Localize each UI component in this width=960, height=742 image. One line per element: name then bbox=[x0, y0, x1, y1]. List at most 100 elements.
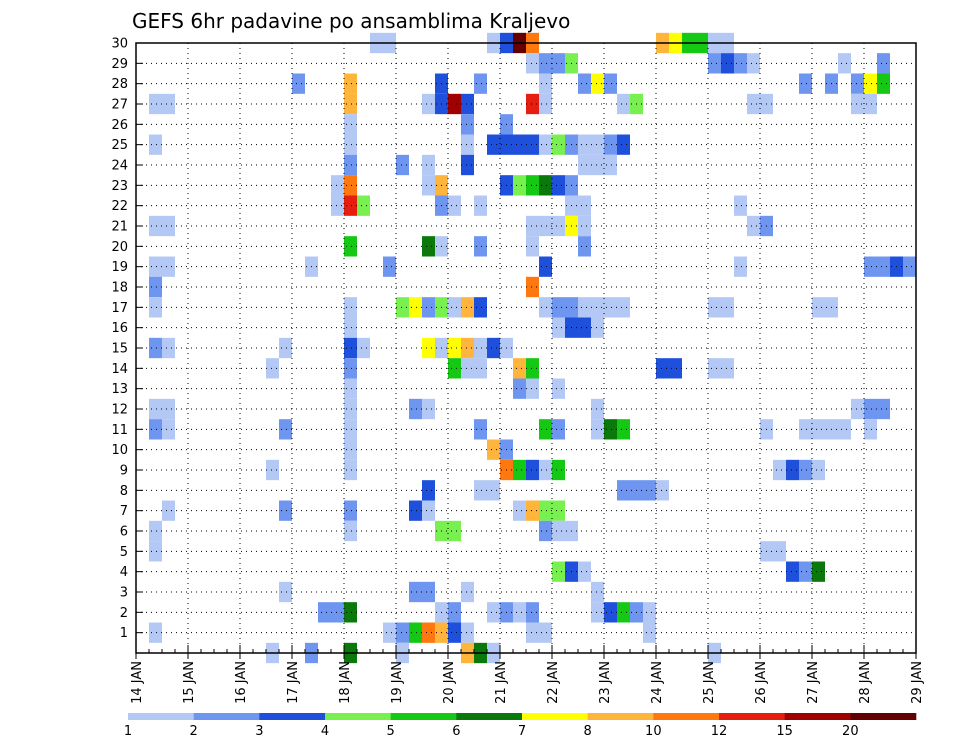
precip-cell bbox=[279, 581, 292, 603]
precip-cell bbox=[539, 459, 552, 481]
precip-cell bbox=[266, 358, 279, 379]
y-tick-label: 26 bbox=[111, 118, 128, 133]
precip-cell bbox=[344, 236, 357, 257]
precip-cell bbox=[383, 256, 396, 277]
precip-cell bbox=[344, 337, 357, 359]
precip-cell bbox=[617, 602, 630, 623]
precip-cell bbox=[344, 297, 357, 318]
precip-cell bbox=[526, 276, 539, 298]
precip-cell bbox=[448, 297, 461, 318]
precip-cell bbox=[422, 480, 435, 501]
colorbar-segment bbox=[259, 713, 326, 720]
x-tick-label: 20 JAN bbox=[442, 661, 457, 704]
y-tick-label: 8 bbox=[120, 484, 128, 499]
precip-cell bbox=[539, 520, 552, 542]
precip-cell bbox=[578, 215, 591, 237]
colorbar-label: 1 bbox=[124, 724, 132, 739]
precip-cell bbox=[799, 459, 812, 481]
y-tick-label: 17 bbox=[111, 301, 128, 316]
precip-cell bbox=[396, 154, 409, 176]
y-tick-label: 20 bbox=[111, 240, 128, 255]
precip-cell bbox=[513, 459, 526, 481]
precip-cell bbox=[552, 317, 565, 338]
colorbar-segment bbox=[522, 713, 588, 720]
precip-cell bbox=[149, 419, 162, 440]
colorbar-segment bbox=[587, 713, 654, 720]
precip-cell bbox=[552, 520, 565, 542]
precip-cell bbox=[656, 358, 669, 379]
precip-cell bbox=[552, 378, 565, 399]
precip-cell bbox=[799, 73, 812, 94]
y-tick-label: 16 bbox=[111, 321, 128, 336]
precip-cell bbox=[474, 337, 487, 359]
precip-cell bbox=[344, 73, 357, 94]
precip-cell bbox=[422, 622, 435, 643]
grid-lines bbox=[136, 42, 916, 653]
precip-cell bbox=[591, 73, 604, 94]
precip-cell bbox=[578, 236, 591, 257]
precip-cell bbox=[708, 358, 721, 379]
precip-cell bbox=[643, 480, 656, 501]
colorbar-label: 3 bbox=[255, 724, 263, 739]
precip-cell bbox=[877, 73, 890, 94]
precip-cell bbox=[344, 419, 357, 440]
precip-cell bbox=[526, 378, 539, 399]
precip-cell bbox=[812, 459, 825, 481]
precip-cell bbox=[734, 53, 747, 74]
y-tick-label: 13 bbox=[111, 382, 128, 397]
precip-cell bbox=[539, 622, 552, 643]
precip-cell bbox=[591, 297, 604, 318]
y-tick-label: 22 bbox=[111, 199, 128, 214]
precip-cell bbox=[149, 520, 162, 542]
precip-cell bbox=[344, 195, 357, 216]
precip-cell bbox=[344, 439, 357, 460]
precip-cell bbox=[448, 337, 461, 359]
y-tick-label: 3 bbox=[120, 586, 128, 601]
precip-cell bbox=[864, 398, 877, 420]
precip-cell bbox=[617, 480, 630, 501]
precip-cell bbox=[747, 215, 760, 237]
precip-cell bbox=[552, 134, 565, 155]
x-tick-label: 27 JAN bbox=[806, 661, 821, 704]
precip-cell bbox=[162, 256, 175, 277]
precip-cell bbox=[162, 337, 175, 359]
precip-cell bbox=[812, 561, 825, 582]
precip-cell bbox=[539, 256, 552, 277]
precip-cell bbox=[708, 53, 721, 74]
precip-cell bbox=[331, 195, 344, 216]
precip-cell bbox=[422, 500, 435, 521]
precip-cell bbox=[604, 134, 617, 155]
precip-cell bbox=[539, 500, 552, 521]
precip-cell bbox=[578, 134, 591, 155]
precip-cell bbox=[461, 114, 474, 135]
precip-cell bbox=[396, 297, 409, 318]
precip-cell bbox=[578, 561, 591, 582]
precip-cell bbox=[552, 297, 565, 318]
precip-cell bbox=[344, 175, 357, 196]
x-tick-label: 25 JAN bbox=[702, 661, 717, 704]
precip-cell bbox=[864, 73, 877, 94]
precip-cell bbox=[864, 419, 877, 440]
x-axis-ticks: 14 JAN 15 JAN 16 JAN 17 JAN 18 JAN 19 JAN 20 J… bbox=[130, 645, 925, 704]
precip-cell bbox=[461, 337, 474, 359]
colorbar-label: 2 bbox=[190, 724, 198, 739]
precip-cell bbox=[539, 419, 552, 440]
precip-cell bbox=[721, 53, 734, 74]
precip-cell bbox=[487, 337, 500, 359]
colorbar-segment bbox=[784, 713, 851, 720]
precip-cell bbox=[591, 317, 604, 338]
precip-cell bbox=[461, 93, 474, 115]
precip-cell bbox=[864, 93, 877, 115]
y-tick-label: 9 bbox=[120, 464, 128, 479]
precip-cell bbox=[162, 419, 175, 440]
precip-cell bbox=[474, 419, 487, 440]
precip-cell bbox=[344, 358, 357, 379]
colorbar-label: 6 bbox=[452, 724, 460, 739]
y-tick-label: 28 bbox=[111, 77, 128, 92]
y-tick-label: 7 bbox=[120, 504, 128, 519]
precip-cell bbox=[513, 378, 526, 399]
precip-cell bbox=[461, 358, 474, 379]
precip-cell bbox=[591, 581, 604, 603]
colorbar-label: 4 bbox=[321, 724, 329, 739]
precip-cell bbox=[149, 256, 162, 277]
